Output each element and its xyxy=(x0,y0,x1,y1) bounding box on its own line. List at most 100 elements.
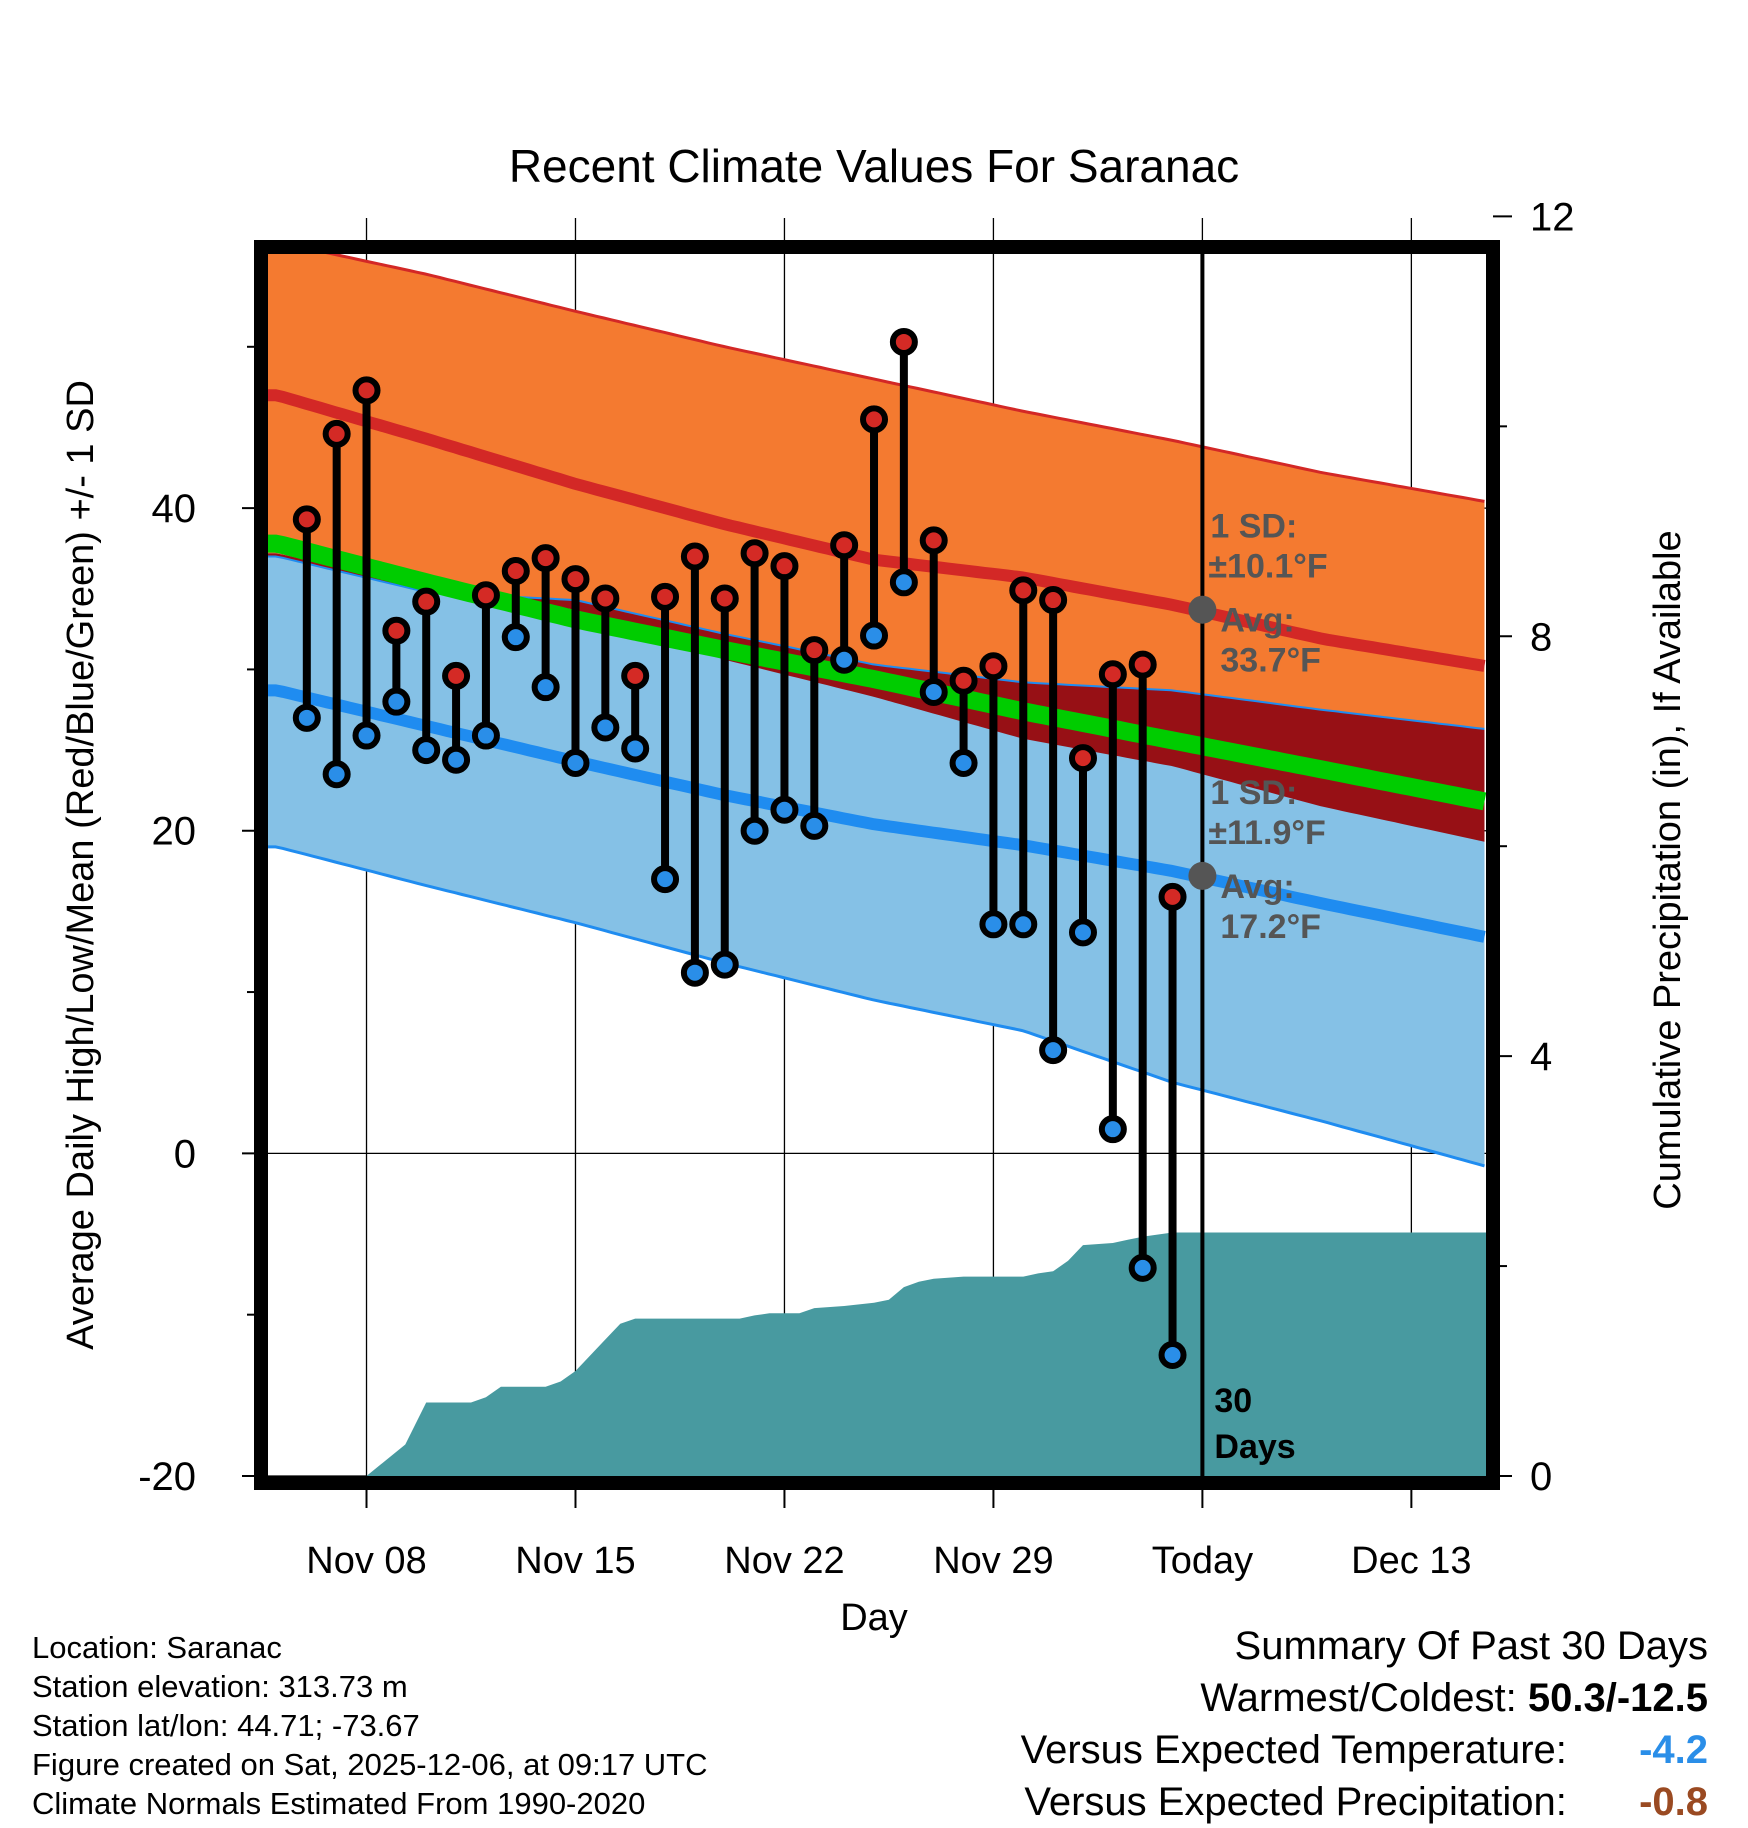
daily-low-point xyxy=(979,910,1008,939)
daily-high-point xyxy=(949,666,978,695)
daily-high-point xyxy=(292,505,321,534)
normal-bands xyxy=(268,250,1486,1168)
daily-high-point xyxy=(322,419,351,448)
daily-high-point xyxy=(1158,882,1187,911)
high-avg-marker xyxy=(1188,595,1217,624)
y-tick-label: 0 xyxy=(174,1132,196,1176)
precip-days-label-1: 30 xyxy=(1214,1382,1252,1420)
daily-high-point xyxy=(800,636,829,665)
daily-low-point xyxy=(1098,1115,1127,1144)
temp-anomaly-label: Versus Expected Temperature: xyxy=(1020,1728,1567,1772)
daily-low-point xyxy=(1128,1253,1157,1282)
temp-anomaly-value: -4.2 xyxy=(1639,1728,1708,1772)
summary-temp: Versus Expected Temperature: -4.2 xyxy=(1021,1724,1708,1776)
daily-low-point xyxy=(591,713,620,742)
low-sd-value: ±11.9°F xyxy=(1208,814,1325,852)
latlon-text: Station lat/lon: 44.71; -73.67 xyxy=(32,1708,420,1743)
low-avg-title: Avg: xyxy=(1220,868,1294,906)
daily-low-point xyxy=(442,745,471,774)
daily-low-point xyxy=(680,958,709,987)
daily-low-point xyxy=(1009,910,1038,939)
location-text: Location: Saranac xyxy=(32,1630,282,1665)
y2-tick-label: 12 xyxy=(1530,195,1575,239)
daily-high-point xyxy=(1039,586,1068,615)
daily-high-point xyxy=(979,652,1008,681)
high-avg-value: 33.7°F xyxy=(1220,642,1321,680)
precip-cumulative-area xyxy=(268,1232,1486,1476)
daily-low-point xyxy=(800,811,829,840)
x-tick-label: Nov 29 xyxy=(933,1540,1053,1582)
daily-low-point xyxy=(860,621,889,650)
low-sd-title: 1 SD: xyxy=(1210,774,1297,812)
daily-high-point xyxy=(1009,576,1038,605)
daily-low-point xyxy=(471,721,500,750)
precip-anomaly-label: Versus Expected Precipitation: xyxy=(1024,1780,1567,1824)
daily-high-point xyxy=(352,376,381,405)
axes: -20 0 20 40 0 4 8 12 Nov 08 Nov 15 Nov 22 Nov 29 Tod… xyxy=(138,195,1574,1582)
daily-high-point xyxy=(680,542,709,571)
summary-precip: Versus Expected Precipitation: -0.8 xyxy=(1021,1776,1708,1828)
normals-text: Climate Normals Estimated From 1990-2020 xyxy=(32,1786,646,1821)
daily-low-point xyxy=(382,687,411,716)
summary-warmest: Warmest/Coldest: 50.3/-12.5 xyxy=(1021,1672,1708,1724)
precip-days-label-2: Days xyxy=(1214,1428,1295,1466)
summary-panel: Summary Of Past 30 Days Warmest/Coldest:… xyxy=(1021,1620,1708,1828)
y-tick-label: -20 xyxy=(138,1455,196,1499)
warmest-label: Warmest/Coldest: xyxy=(1200,1676,1517,1720)
x-tick-label: Nov 22 xyxy=(724,1540,844,1582)
y-tick-label: 20 xyxy=(152,810,197,854)
precip-anomaly-value: -0.8 xyxy=(1639,1780,1708,1824)
low-avg-value: 17.2°F xyxy=(1220,908,1321,946)
precipitation-area xyxy=(268,1232,1486,1476)
low-avg-marker xyxy=(1188,861,1217,890)
high-avg-title: Avg: xyxy=(1220,602,1294,640)
plot-frame xyxy=(254,240,1500,1490)
daily-high-point xyxy=(1098,660,1127,689)
daily-low-point xyxy=(501,623,530,652)
daily-low-point xyxy=(352,721,381,750)
daily-high-point xyxy=(561,565,590,594)
station-info: Location: Saranac Station elevation: 313… xyxy=(32,1628,708,1823)
daily-low-point xyxy=(292,703,321,732)
daily-low-point xyxy=(412,736,441,765)
x-tick-label: Today xyxy=(1152,1540,1253,1582)
daily-high-point xyxy=(382,616,411,645)
x-tick-label: Nov 08 xyxy=(306,1540,426,1582)
daily-low-point xyxy=(1158,1341,1187,1370)
daily-high-point xyxy=(889,327,918,356)
daily-low-point xyxy=(830,645,859,674)
daily-high-point xyxy=(412,587,441,616)
y2-tick-label: 0 xyxy=(1530,1455,1552,1499)
elevation-text: Station elevation: 313.73 m xyxy=(32,1669,408,1704)
high-sd-title: 1 SD: xyxy=(1210,508,1297,546)
daily-high-point xyxy=(919,526,948,555)
overlap-band xyxy=(268,553,1485,842)
daily-low-point xyxy=(651,865,680,894)
daily-low-point xyxy=(710,950,739,979)
y2-tick-label: 4 xyxy=(1530,1035,1552,1079)
x-axis-label: Day xyxy=(840,1597,908,1639)
daily-high-point xyxy=(710,584,739,613)
x-tick-label: Nov 15 xyxy=(515,1540,635,1582)
daily-low-point xyxy=(621,734,650,763)
y-axis-label: Average Daily High/Low/Mean (Red/Blue/Gr… xyxy=(60,380,102,1350)
high-sd-value: ±10.1°F xyxy=(1208,548,1327,586)
warmest-value: 50.3/-12.5 xyxy=(1527,1676,1708,1720)
y2-tick-label: 8 xyxy=(1530,615,1552,659)
daily-low-point xyxy=(770,795,799,824)
daily-high-point xyxy=(501,557,530,586)
daily-low-point xyxy=(322,760,351,789)
daily-high-point xyxy=(471,581,500,610)
daily-temperature-bars xyxy=(292,327,1187,1370)
daily-low-point xyxy=(919,678,948,707)
daily-high-point xyxy=(1128,650,1157,679)
created-text: Figure created on Sat, 2025-12-06, at 09… xyxy=(32,1747,708,1782)
daily-low-point xyxy=(1039,1036,1068,1065)
daily-low-point xyxy=(949,748,978,777)
daily-high-point xyxy=(531,544,560,573)
x-tick-label: Dec 13 xyxy=(1351,1540,1471,1582)
daily-high-point xyxy=(442,661,471,690)
daily-high-point xyxy=(830,531,859,560)
